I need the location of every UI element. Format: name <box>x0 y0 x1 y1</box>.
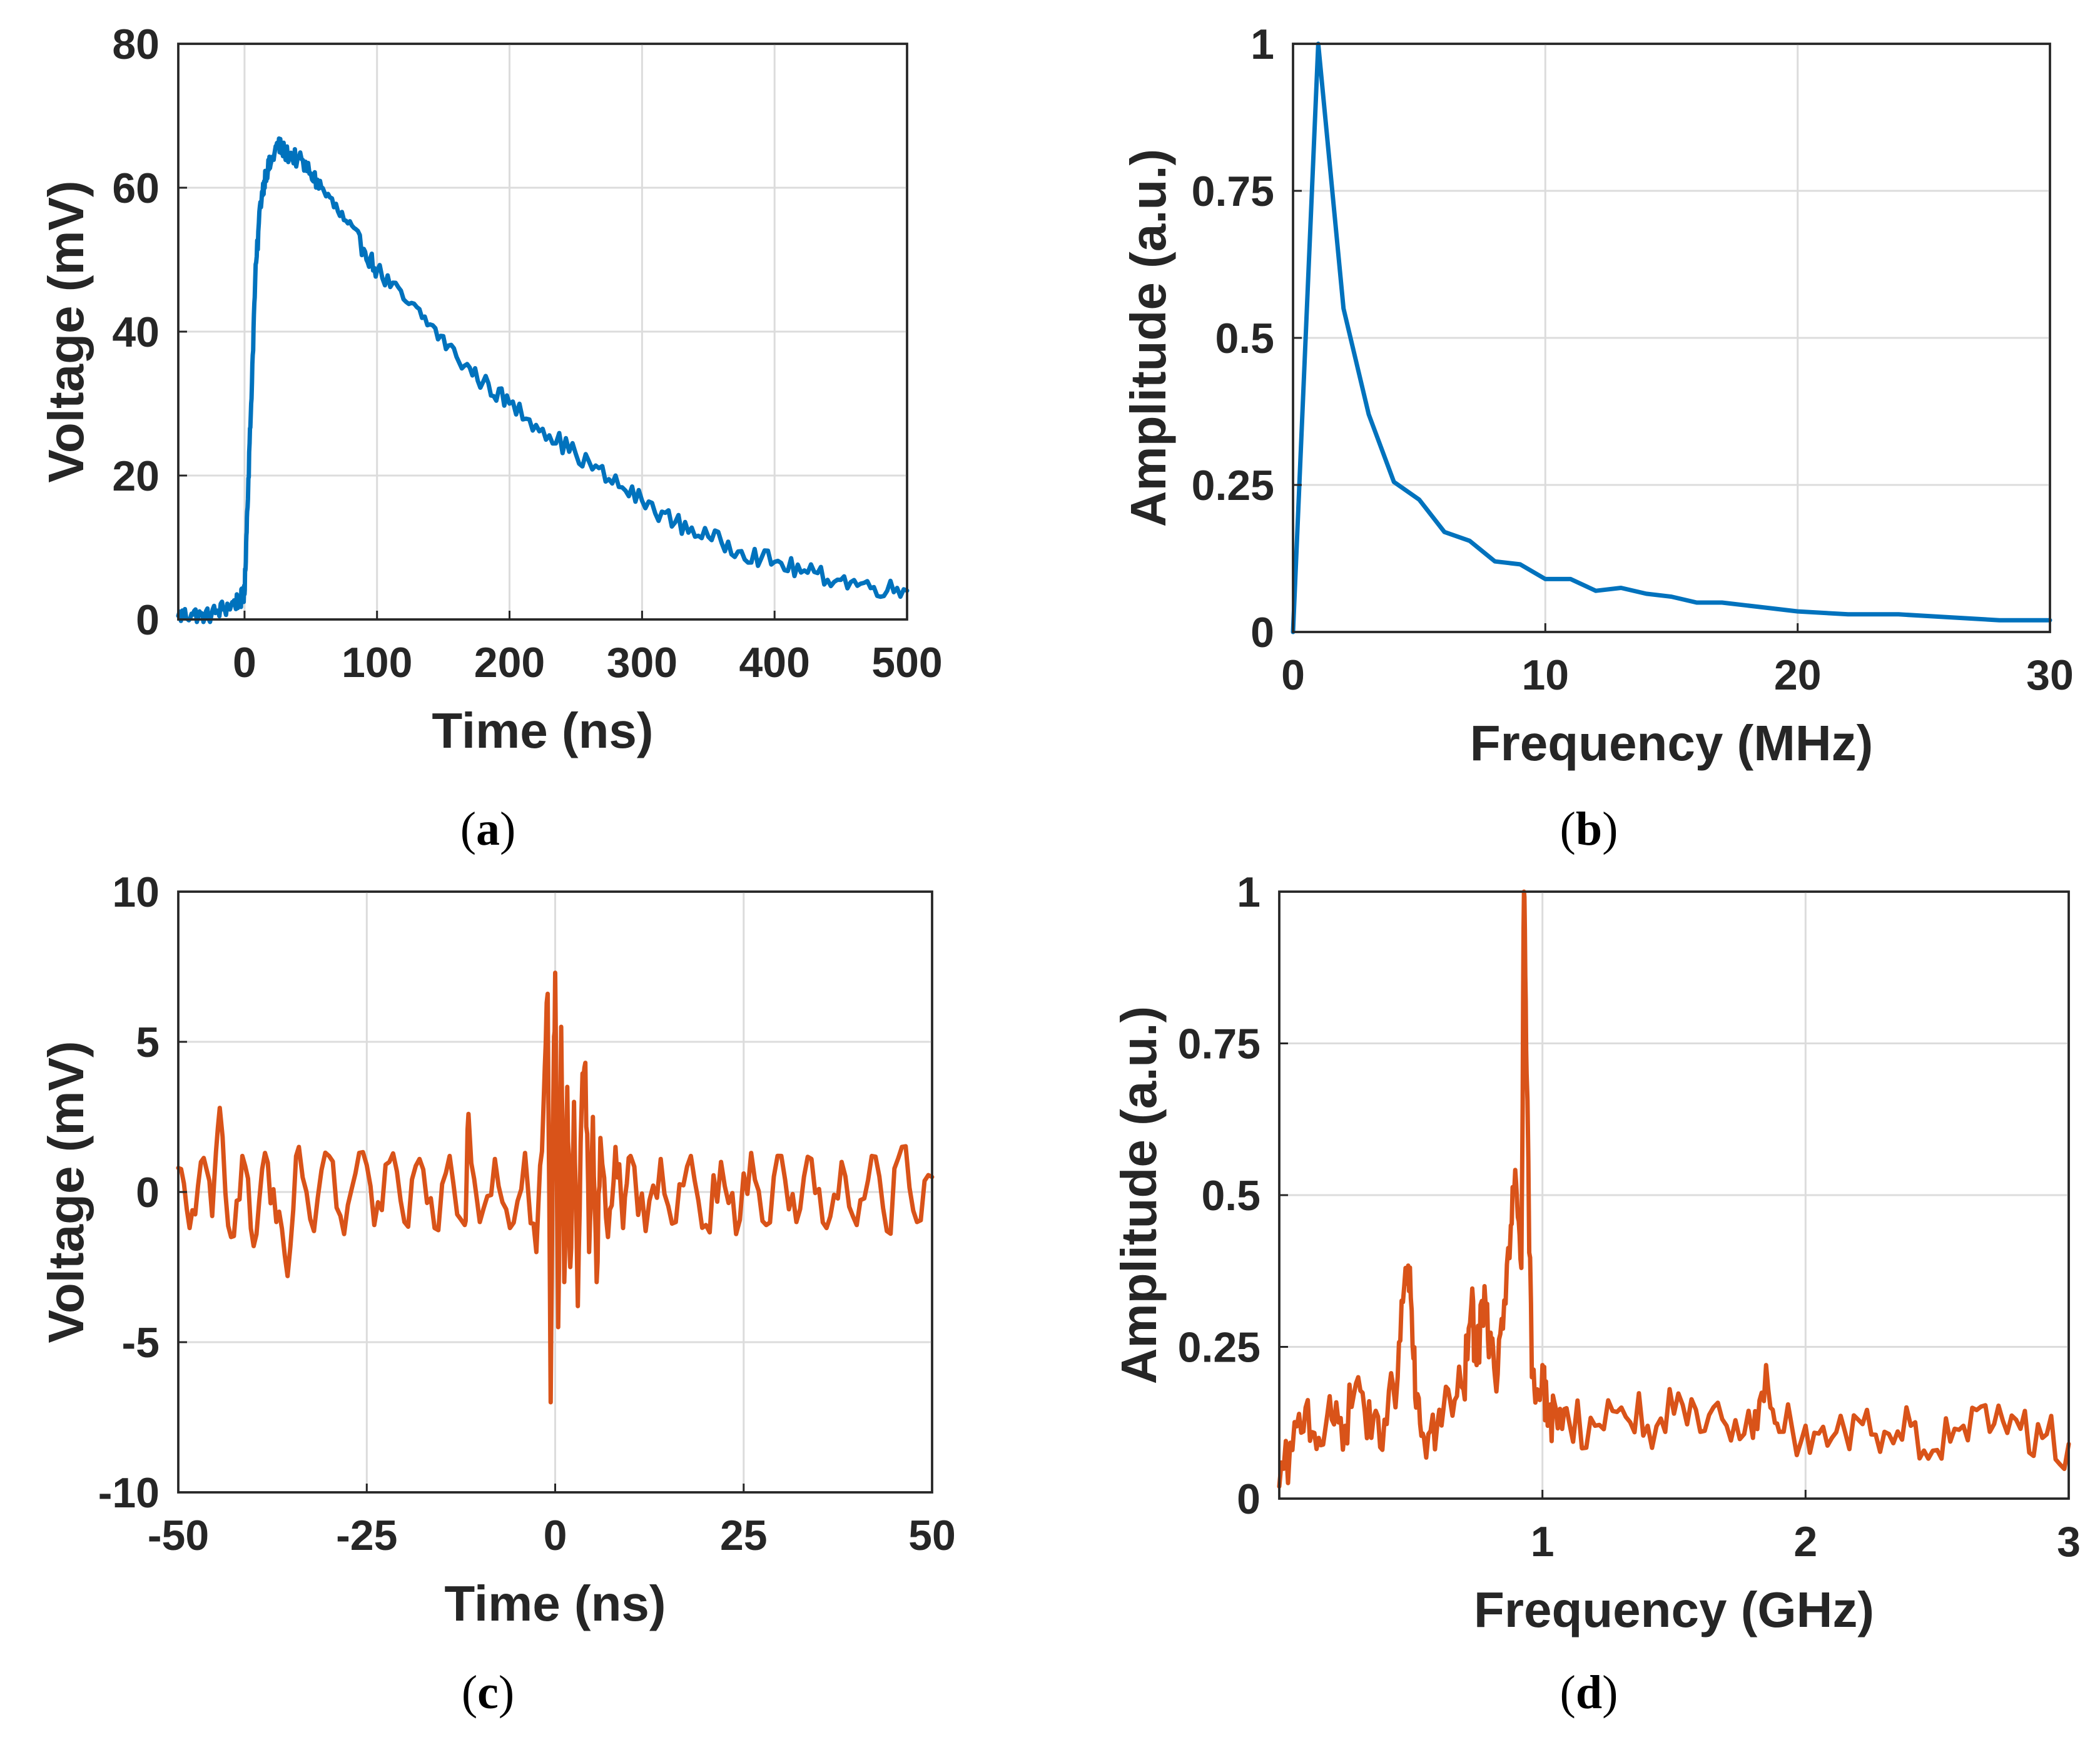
y-axis-label: Amplitude (a.u.) <box>1111 1006 1167 1384</box>
y-tick-label: 0.5 <box>1201 1172 1261 1220</box>
y-tick-label: 1 <box>1237 868 1261 916</box>
chart-panel-a: 0 100 200 300 400 500 0 20 40 60 80 Time (ns) Voltag… <box>38 21 943 855</box>
series-line-a-0 <box>176 136 910 624</box>
panel-caption: (a) <box>460 803 516 855</box>
x-tick-label: 0 <box>544 1512 567 1559</box>
x-tick-label: 500 <box>871 639 942 686</box>
x-tick-label: 100 <box>342 639 412 686</box>
series-line-c-0 <box>176 970 935 1405</box>
y-tick-label: 80 <box>112 21 160 68</box>
y-tick-label: 20 <box>112 452 160 500</box>
x-axis-label: Time (ns) <box>444 1576 666 1631</box>
y-tick-label: 0.5 <box>1215 315 1274 362</box>
x-tick-label: 30 <box>2026 651 2074 699</box>
x-tick-label: 0 <box>1281 651 1305 699</box>
y-tick-label: 0.75 <box>1192 168 1274 215</box>
x-axis-label: Frequency (GHz) <box>1474 1582 1874 1638</box>
y-tick-label: 40 <box>112 308 160 356</box>
y-tick-label: 0.25 <box>1178 1324 1261 1372</box>
y-tick-label: 0 <box>136 596 160 644</box>
y-axis-label: Amplitude (a.u.) <box>1120 149 1176 527</box>
x-tick-label: 1 <box>1531 1518 1555 1566</box>
x-tick-label: 10 <box>1521 651 1569 699</box>
y-tick-label: 60 <box>112 165 160 212</box>
series-line-d-0 <box>1277 889 2071 1489</box>
panel-caption: (d) <box>1560 1666 1618 1719</box>
x-tick-label: 2 <box>1793 1518 1817 1566</box>
chart-panel-b: 0 10 20 30 0 0.25 0.5 0.75 1 Frequency (MHz) Ampli… <box>1120 21 2074 855</box>
x-tick-label: 0 <box>233 639 256 686</box>
x-tick-label: 25 <box>720 1512 768 1559</box>
y-tick-label: 0 <box>136 1169 160 1216</box>
chart-panel-d: 1 2 3 0 0.25 0.5 0.75 1 Frequency (GHz) Amplitude… <box>1111 868 2081 1719</box>
x-tick-label: 200 <box>474 639 545 686</box>
y-tick-label: 0 <box>1237 1475 1261 1523</box>
y-tick-label: -10 <box>98 1469 160 1517</box>
panel-caption: (c) <box>462 1666 514 1719</box>
y-tick-label: -5 <box>122 1319 160 1367</box>
x-tick-label: 50 <box>908 1512 956 1559</box>
y-tick-label: 5 <box>136 1019 160 1066</box>
y-tick-label: 0 <box>1250 609 1274 656</box>
panel-caption: (b) <box>1560 803 1618 855</box>
x-axis-label: Frequency (MHz) <box>1470 715 1874 771</box>
x-tick-label: 300 <box>607 639 677 686</box>
y-axis-label: Voltage (mV) <box>38 1041 94 1343</box>
x-tick-label: 20 <box>1774 651 1822 699</box>
y-tick-label: 1 <box>1250 21 1274 68</box>
x-tick-label: 400 <box>739 639 809 686</box>
x-tick-label: 3 <box>2057 1518 2081 1566</box>
y-axis-label: Voltage (mV) <box>38 180 94 482</box>
y-tick-label: 10 <box>112 868 160 916</box>
x-tick-label: -50 <box>148 1512 209 1559</box>
y-tick-label: 0.75 <box>1178 1021 1261 1068</box>
y-tick-label: 0.25 <box>1192 462 1274 509</box>
series-line-b-0 <box>1291 41 2052 634</box>
x-axis-label: Time (ns) <box>432 703 653 758</box>
x-tick-label: -25 <box>336 1512 397 1559</box>
